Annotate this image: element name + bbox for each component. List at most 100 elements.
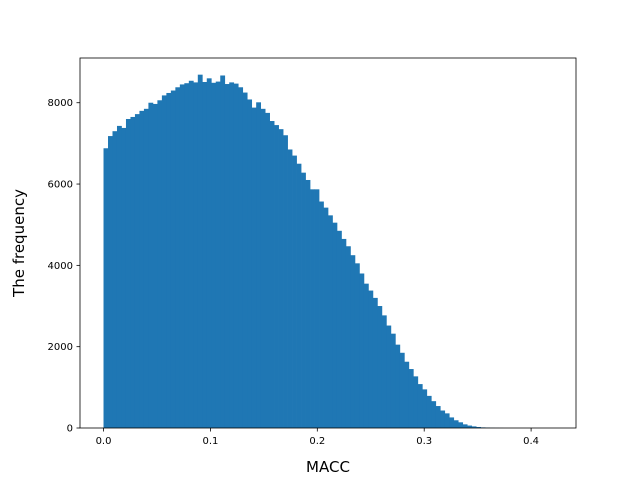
- histogram-bar: [274, 125, 279, 428]
- histogram-bar: [471, 426, 477, 428]
- histogram-bar: [242, 92, 248, 429]
- histogram-bar: [310, 189, 315, 428]
- histogram-bar: [148, 102, 154, 428]
- histogram-bar: [408, 369, 414, 428]
- histogram-bar: [476, 426, 481, 428]
- histogram-bar: [134, 114, 140, 428]
- histogram-bar: [354, 263, 360, 428]
- x-axis-ticks: 0.0 0.1 0.2 0.3 0.4: [96, 428, 539, 447]
- x-tick-label: 0.3: [416, 436, 432, 447]
- histogram-bar: [251, 107, 257, 428]
- histogram-bar: [328, 215, 333, 428]
- histogram-bar: [381, 315, 387, 428]
- x-tick-label: 0.0: [96, 436, 112, 447]
- histogram-bar: [458, 422, 464, 428]
- histogram-bar: [449, 417, 455, 428]
- x-tick-label: 0.1: [202, 436, 218, 447]
- histogram-bar: [417, 384, 423, 428]
- histogram-bar: [260, 108, 266, 429]
- y-tick-label: 8000: [48, 98, 73, 109]
- histogram-bar: [345, 246, 351, 428]
- histogram-bar: [157, 100, 163, 429]
- x-axis-label: MACC: [306, 458, 350, 476]
- histogram-bar: [363, 283, 369, 428]
- histogram-bar: [336, 230, 342, 428]
- histogram-bar: [413, 376, 419, 428]
- histogram-bar: [269, 121, 275, 429]
- histogram-bar: [283, 135, 288, 428]
- histogram-bar: [319, 201, 324, 428]
- histogram-bar: [296, 163, 302, 428]
- histogram-bar: [197, 74, 203, 429]
- histogram-bar: [368, 290, 374, 428]
- histogram-bar: [440, 410, 446, 428]
- histogram-bar: [175, 87, 181, 429]
- histogram-bar: [188, 80, 194, 429]
- histogram-bar: [166, 92, 172, 428]
- histogram-bar: [323, 207, 329, 428]
- axes-frame: [79, 57, 577, 429]
- histogram-bar: [202, 81, 208, 428]
- histogram-bar: [372, 297, 378, 428]
- histogram-bar: [112, 131, 118, 428]
- histogram-bar: [377, 306, 383, 428]
- histogram-bar: [103, 148, 109, 428]
- histogram-bar: [215, 81, 221, 428]
- histogram-bar: [431, 401, 437, 428]
- histogram-bar: [152, 103, 158, 428]
- histogram-bar: [301, 172, 306, 428]
- histogram-bar: [193, 82, 199, 429]
- histogram-bar: [453, 420, 459, 428]
- histogram-bar: [238, 87, 244, 429]
- y-axis-ticks: 0 2000 4000 6000 8000: [48, 98, 80, 435]
- histogram-bar: [359, 273, 365, 428]
- histogram-bar: [332, 222, 338, 428]
- histogram-bar: [422, 389, 428, 428]
- histogram-bar: [184, 83, 190, 428]
- histogram-bar: [256, 102, 262, 429]
- histogram-bar: [386, 325, 392, 428]
- histogram-bar: [247, 99, 253, 428]
- histogram-bar: [233, 83, 239, 428]
- histogram-bar: [143, 108, 149, 429]
- y-tick-label: 2000: [48, 342, 73, 353]
- histogram-bar: [108, 136, 113, 429]
- histogram-bar: [395, 344, 401, 428]
- histogram-bar: [265, 112, 270, 428]
- histogram-bar: [292, 155, 297, 429]
- histogram-bar: [130, 116, 136, 428]
- y-tick-label: 6000: [48, 180, 73, 191]
- histogram-bar: [278, 129, 284, 428]
- histogram-bar: [467, 425, 473, 428]
- histogram-bar: [121, 127, 127, 428]
- histogram-bar: [224, 84, 230, 429]
- histogram-bar: [399, 352, 405, 428]
- histogram-bar: [161, 95, 167, 429]
- histogram-bar: [211, 82, 217, 429]
- histogram-bar: [314, 189, 320, 428]
- histogram-bar: [435, 406, 441, 428]
- histogram-bar: [206, 78, 212, 428]
- histogram-bar: [170, 90, 176, 429]
- histogram-bar: [404, 361, 410, 428]
- histogram-bar: [229, 82, 235, 429]
- histogram-bar: [139, 110, 145, 428]
- histogram-bar: [390, 333, 396, 428]
- histogram-bar: [116, 125, 122, 429]
- histogram-bar: [426, 395, 432, 428]
- y-tick-label: 4000: [48, 261, 73, 272]
- histogram-bars: [103, 74, 504, 429]
- histogram-bar: [350, 255, 356, 428]
- x-tick-label: 0.4: [523, 436, 539, 447]
- histogram-bar: [462, 424, 468, 428]
- y-tick-label: 0: [67, 424, 73, 435]
- histogram-bar: [444, 413, 450, 428]
- x-tick-label: 0.2: [309, 436, 325, 447]
- histogram-bar: [287, 149, 293, 428]
- histogram-bar: [220, 75, 226, 428]
- histogram-bar: [305, 179, 311, 428]
- histogram-bar: [179, 84, 185, 428]
- y-axis-label: The frequency: [10, 189, 28, 298]
- histogram-bar: [125, 118, 131, 428]
